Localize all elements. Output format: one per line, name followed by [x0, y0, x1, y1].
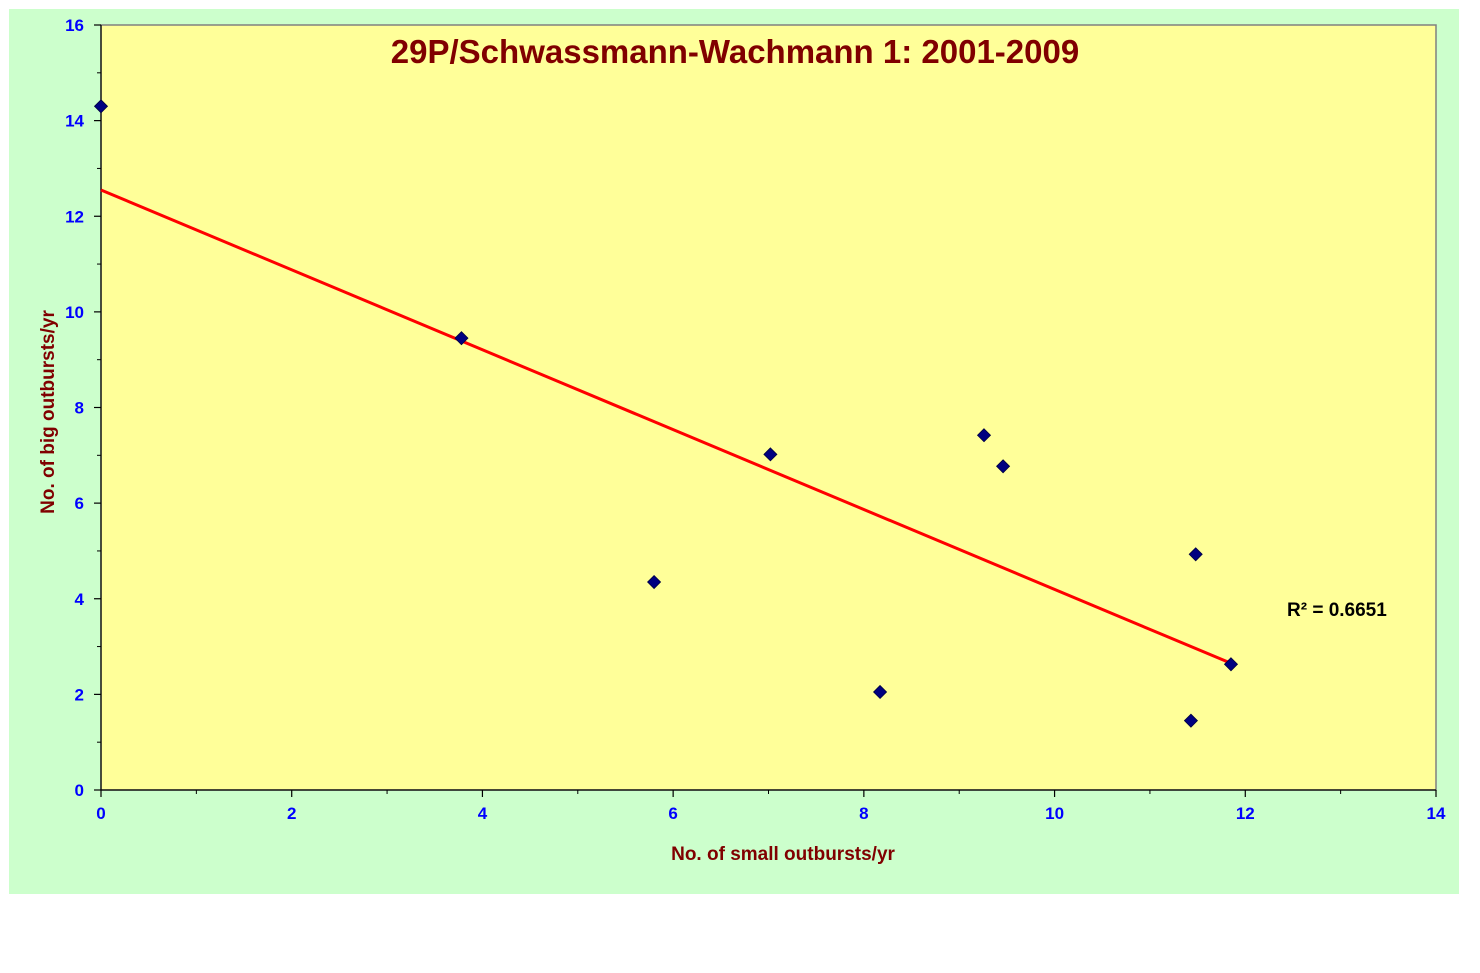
y-axis-title: No. of big outbursts/yr: [38, 310, 59, 514]
data-point: [996, 459, 1011, 474]
x-tick-label: 0: [96, 804, 105, 823]
data-point: [93, 99, 109, 114]
y-tick-label: 2: [75, 685, 84, 704]
plot-area: [100, 24, 1437, 791]
y-tick-label: 10: [65, 303, 84, 322]
x-tick-label: 2: [287, 804, 296, 823]
x-tick-label: 14: [1427, 804, 1446, 823]
x-tick-label: 8: [859, 804, 868, 823]
chart-title: 29P/Schwassmann-Wachmann 1: 2001-2009: [391, 33, 1079, 70]
x-tick-label: 10: [1045, 804, 1064, 823]
data-point: [1223, 657, 1239, 672]
x-tick-label: 12: [1236, 804, 1255, 823]
y-tick-label: 12: [65, 207, 84, 226]
x-axis-title: No. of small outbursts/yr: [671, 844, 895, 865]
data-point: [976, 428, 992, 443]
x-tick-label: 4: [478, 804, 488, 823]
data-point: [647, 574, 662, 590]
data-point: [1188, 547, 1203, 562]
y-tick-label: 6: [75, 494, 84, 513]
r-squared-label: R² = 0.6651: [1287, 600, 1387, 621]
data-point: [873, 684, 888, 700]
y-tick-label: 4: [75, 590, 85, 609]
y-tick-label: 14: [65, 112, 84, 131]
data-point: [1183, 713, 1198, 728]
data-points: [93, 99, 1239, 728]
x-axis: 0 2 4 6 8 10 12 14: [96, 789, 1446, 823]
y-tick-label: 0: [75, 781, 84, 800]
data-point: [763, 447, 778, 462]
y-tick-label: 16: [65, 16, 84, 35]
trendline: [100, 188, 1232, 665]
y-axis: 0 2 4 6 8 10 12 14 16: [65, 16, 102, 800]
data-point: [454, 331, 469, 346]
x-tick-label: 6: [668, 804, 677, 823]
y-tick-label: 8: [75, 399, 84, 418]
